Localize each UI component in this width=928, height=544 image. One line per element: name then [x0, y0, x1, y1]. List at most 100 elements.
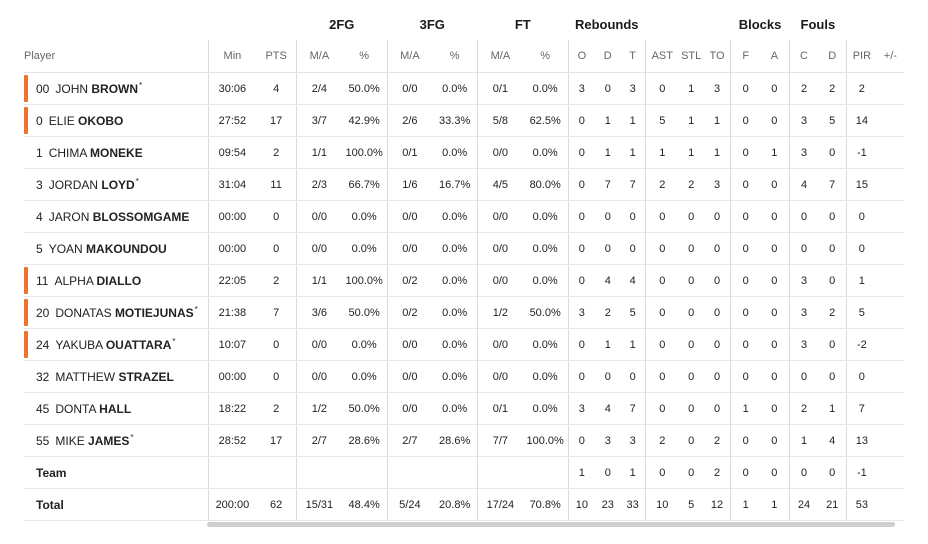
player-row[interactable]: 3 JORDAN LOYD* 31:04 11 2/3 66.7% 1/6 16.7% 4/5 8…	[24, 168, 904, 201]
column-header-pir[interactable]: PIR	[846, 40, 877, 73]
stat-reb-d: 23	[595, 488, 621, 521]
stat-reb-o: 0	[567, 104, 596, 137]
column-header-reb-t[interactable]: T	[620, 40, 646, 73]
stat-reb-o: 0	[567, 328, 596, 361]
stat-foul-d: 2	[818, 72, 847, 105]
stat-blk-a: 0	[760, 104, 790, 137]
stat-2fg-pct: 0.0%	[341, 328, 388, 361]
player-last-name: MAKOUNDOU	[86, 241, 167, 256]
stat-reb-d: 2	[595, 296, 621, 329]
player-row[interactable]: 5 YOAN MAKOUNDOU 00:00 0 0/0 0.0% 0/0 0.0% 0/0 0.…	[24, 232, 904, 265]
column-header-plus-minus[interactable]: +/-	[876, 40, 904, 73]
stat-foul-c: 4	[788, 168, 819, 201]
column-header-2fg-pct[interactable]: %	[341, 40, 388, 73]
column-header-2fg-ma[interactable]: M/A	[295, 40, 342, 73]
stat-2fg-pct: 42.9%	[341, 104, 388, 137]
player-cell[interactable]: 5 YOAN MAKOUNDOU	[24, 232, 209, 265]
player-last-name: OKOBO	[78, 113, 124, 128]
stat-stl: 5	[678, 488, 704, 521]
player-row[interactable]: 0 ELIE OKOBO 27:52 17 3/7 42.9% 2/6 33.3% 5/8 62.…	[24, 104, 904, 137]
player-cell[interactable]: 11 ALPHA DIALLO	[24, 264, 209, 297]
column-header-reb-o[interactable]: O	[567, 40, 596, 73]
player-cell[interactable]: 1 CHIMA MONEKE	[24, 136, 209, 169]
column-header-to[interactable]: TO	[703, 40, 731, 73]
column-header-min[interactable]: Min	[207, 40, 257, 73]
column-header-stl[interactable]: STL	[678, 40, 704, 73]
stat-3fg-pct: 0.0%	[432, 328, 478, 361]
stat-pts: 2	[256, 264, 297, 297]
player-cell[interactable]: 24 YAKUBA OUATTARA*	[24, 328, 209, 361]
stat-blk-a: 0	[760, 232, 790, 265]
player-row[interactable]: 32 MATTHEW STRAZEL 00:00 0 0/0 0.0% 0/0 0.0% 0/0…	[24, 360, 904, 393]
stat-foul-c: 2	[788, 392, 819, 425]
column-header-ft-pct[interactable]: %	[522, 40, 569, 73]
player-cell[interactable]: 20 DONATAS MOTIEJUNAS*	[24, 296, 209, 329]
stat-pir: 1	[846, 264, 877, 297]
stat-3fg-ma: 2/6	[386, 104, 433, 137]
player-row[interactable]: 11 ALPHA DIALLO 22:05 2 1/1 100.0% 0/2 0.0% 0/0 0…	[24, 264, 904, 297]
player-number: 00	[36, 82, 50, 96]
stat-pir: 2	[846, 72, 877, 105]
column-header-reb-d[interactable]: D	[595, 40, 621, 73]
stat-reb-t: 0	[620, 232, 646, 265]
stat-reb-d: 3	[595, 424, 621, 457]
column-header-blk-a[interactable]: A	[760, 40, 790, 73]
horizontal-scrollbar[interactable]	[207, 522, 895, 527]
stat-pts: 2	[256, 392, 297, 425]
player-cell[interactable]: 3 JORDAN LOYD*	[24, 168, 209, 201]
player-row[interactable]: 55 MIKE JAMES* 28:52 17 2/7 28.6% 2/7 28.6% 7/7 1…	[24, 424, 904, 457]
column-header-ast[interactable]: AST	[644, 40, 679, 73]
stat-plus-minus	[876, 168, 904, 201]
stat-min: 10:07	[207, 328, 257, 361]
stat-2fg-ma	[295, 456, 342, 489]
stat-3fg-pct: 0.0%	[432, 72, 478, 105]
stat-pir: 0	[846, 200, 877, 233]
stat-foul-c: 0	[788, 232, 819, 265]
player-number: 5	[36, 241, 43, 256]
stat-ast: 0	[644, 72, 679, 105]
player-row[interactable]: 20 DONATAS MOTIEJUNAS* 21:38 7 3/6 50.0% 0/2 0.…	[24, 296, 904, 329]
group-header-ft: FT	[514, 16, 531, 32]
stat-3fg-ma: 0/0	[386, 392, 433, 425]
stat-blk-a: 0	[760, 360, 790, 393]
stat-pir: -1	[846, 136, 877, 169]
column-header-ft-ma[interactable]: M/A	[477, 40, 523, 73]
stat-2fg-ma: 0/0	[295, 360, 342, 393]
stat-ft-ma: 0/0	[477, 232, 523, 265]
stat-stl: 1	[678, 136, 704, 169]
team-row: Team 1 0 1 0 0 2 0 0 0 0 -1	[24, 456, 904, 489]
column-header-player[interactable]: Player	[24, 40, 209, 73]
player-row[interactable]: 24 YAKUBA OUATTARA* 10:07 0 0/0 0.0% 0/0 0.0% 0/…	[24, 328, 904, 361]
column-header-3fg-pct[interactable]: %	[432, 40, 478, 73]
column-header-3fg-ma[interactable]: M/A	[386, 40, 433, 73]
player-cell[interactable]: 55 MIKE JAMES*	[24, 424, 209, 457]
stat-blk-a: 0	[760, 392, 790, 425]
total-label: Total	[24, 488, 209, 521]
stat-3fg-ma: 1/6	[386, 168, 433, 201]
boxscore-body: 00 JOHN BROWN* 30:06 4 2/4 50.0% 0/0 0.0% 0/1 0.0…	[24, 72, 904, 521]
stat-foul-d: 4	[818, 424, 847, 457]
stat-ast: 0	[644, 392, 679, 425]
column-header-blk-f[interactable]: F	[730, 40, 761, 73]
column-header-pts[interactable]: PTS	[256, 40, 297, 73]
stat-ft-ma: 0/0	[477, 200, 523, 233]
player-cell[interactable]: 0 ELIE OKOBO	[24, 104, 209, 137]
stat-pts: 11	[256, 168, 297, 201]
column-header-foul-c[interactable]: C	[788, 40, 819, 73]
stat-ast: 0	[644, 360, 679, 393]
player-cell[interactable]: 45 DONTA HALL	[24, 392, 209, 425]
player-row[interactable]: 00 JOHN BROWN* 30:06 4 2/4 50.0% 0/0 0.0% 0/1 0.0…	[24, 72, 904, 105]
player-row[interactable]: 4 JARON BLOSSOMGAME 00:00 0 0/0 0.0% 0/0 0.0% 0/…	[24, 200, 904, 233]
stat-3fg-ma: 0/2	[386, 264, 433, 297]
column-header-foul-d[interactable]: D	[818, 40, 847, 73]
player-row[interactable]: 45 DONTA HALL 18:22 2 1/2 50.0% 0/0 0.0% 0/1 0.0%…	[24, 392, 904, 425]
stat-2fg-ma: 1/1	[295, 264, 342, 297]
player-row[interactable]: 1 CHIMA MONEKE 09:54 2 1/1 100.0% 0/1 0.0% 0/0 0.…	[24, 136, 904, 169]
captain-marker: *	[135, 177, 139, 186]
group-header-blocks: Blocks	[738, 16, 782, 32]
stat-plus-minus	[876, 392, 904, 425]
stat-ast: 1	[644, 136, 679, 169]
player-cell[interactable]: 32 MATTHEW STRAZEL	[24, 360, 209, 393]
player-cell[interactable]: 4 JARON BLOSSOMGAME	[24, 200, 209, 233]
player-cell[interactable]: 00 JOHN BROWN*	[24, 72, 209, 105]
